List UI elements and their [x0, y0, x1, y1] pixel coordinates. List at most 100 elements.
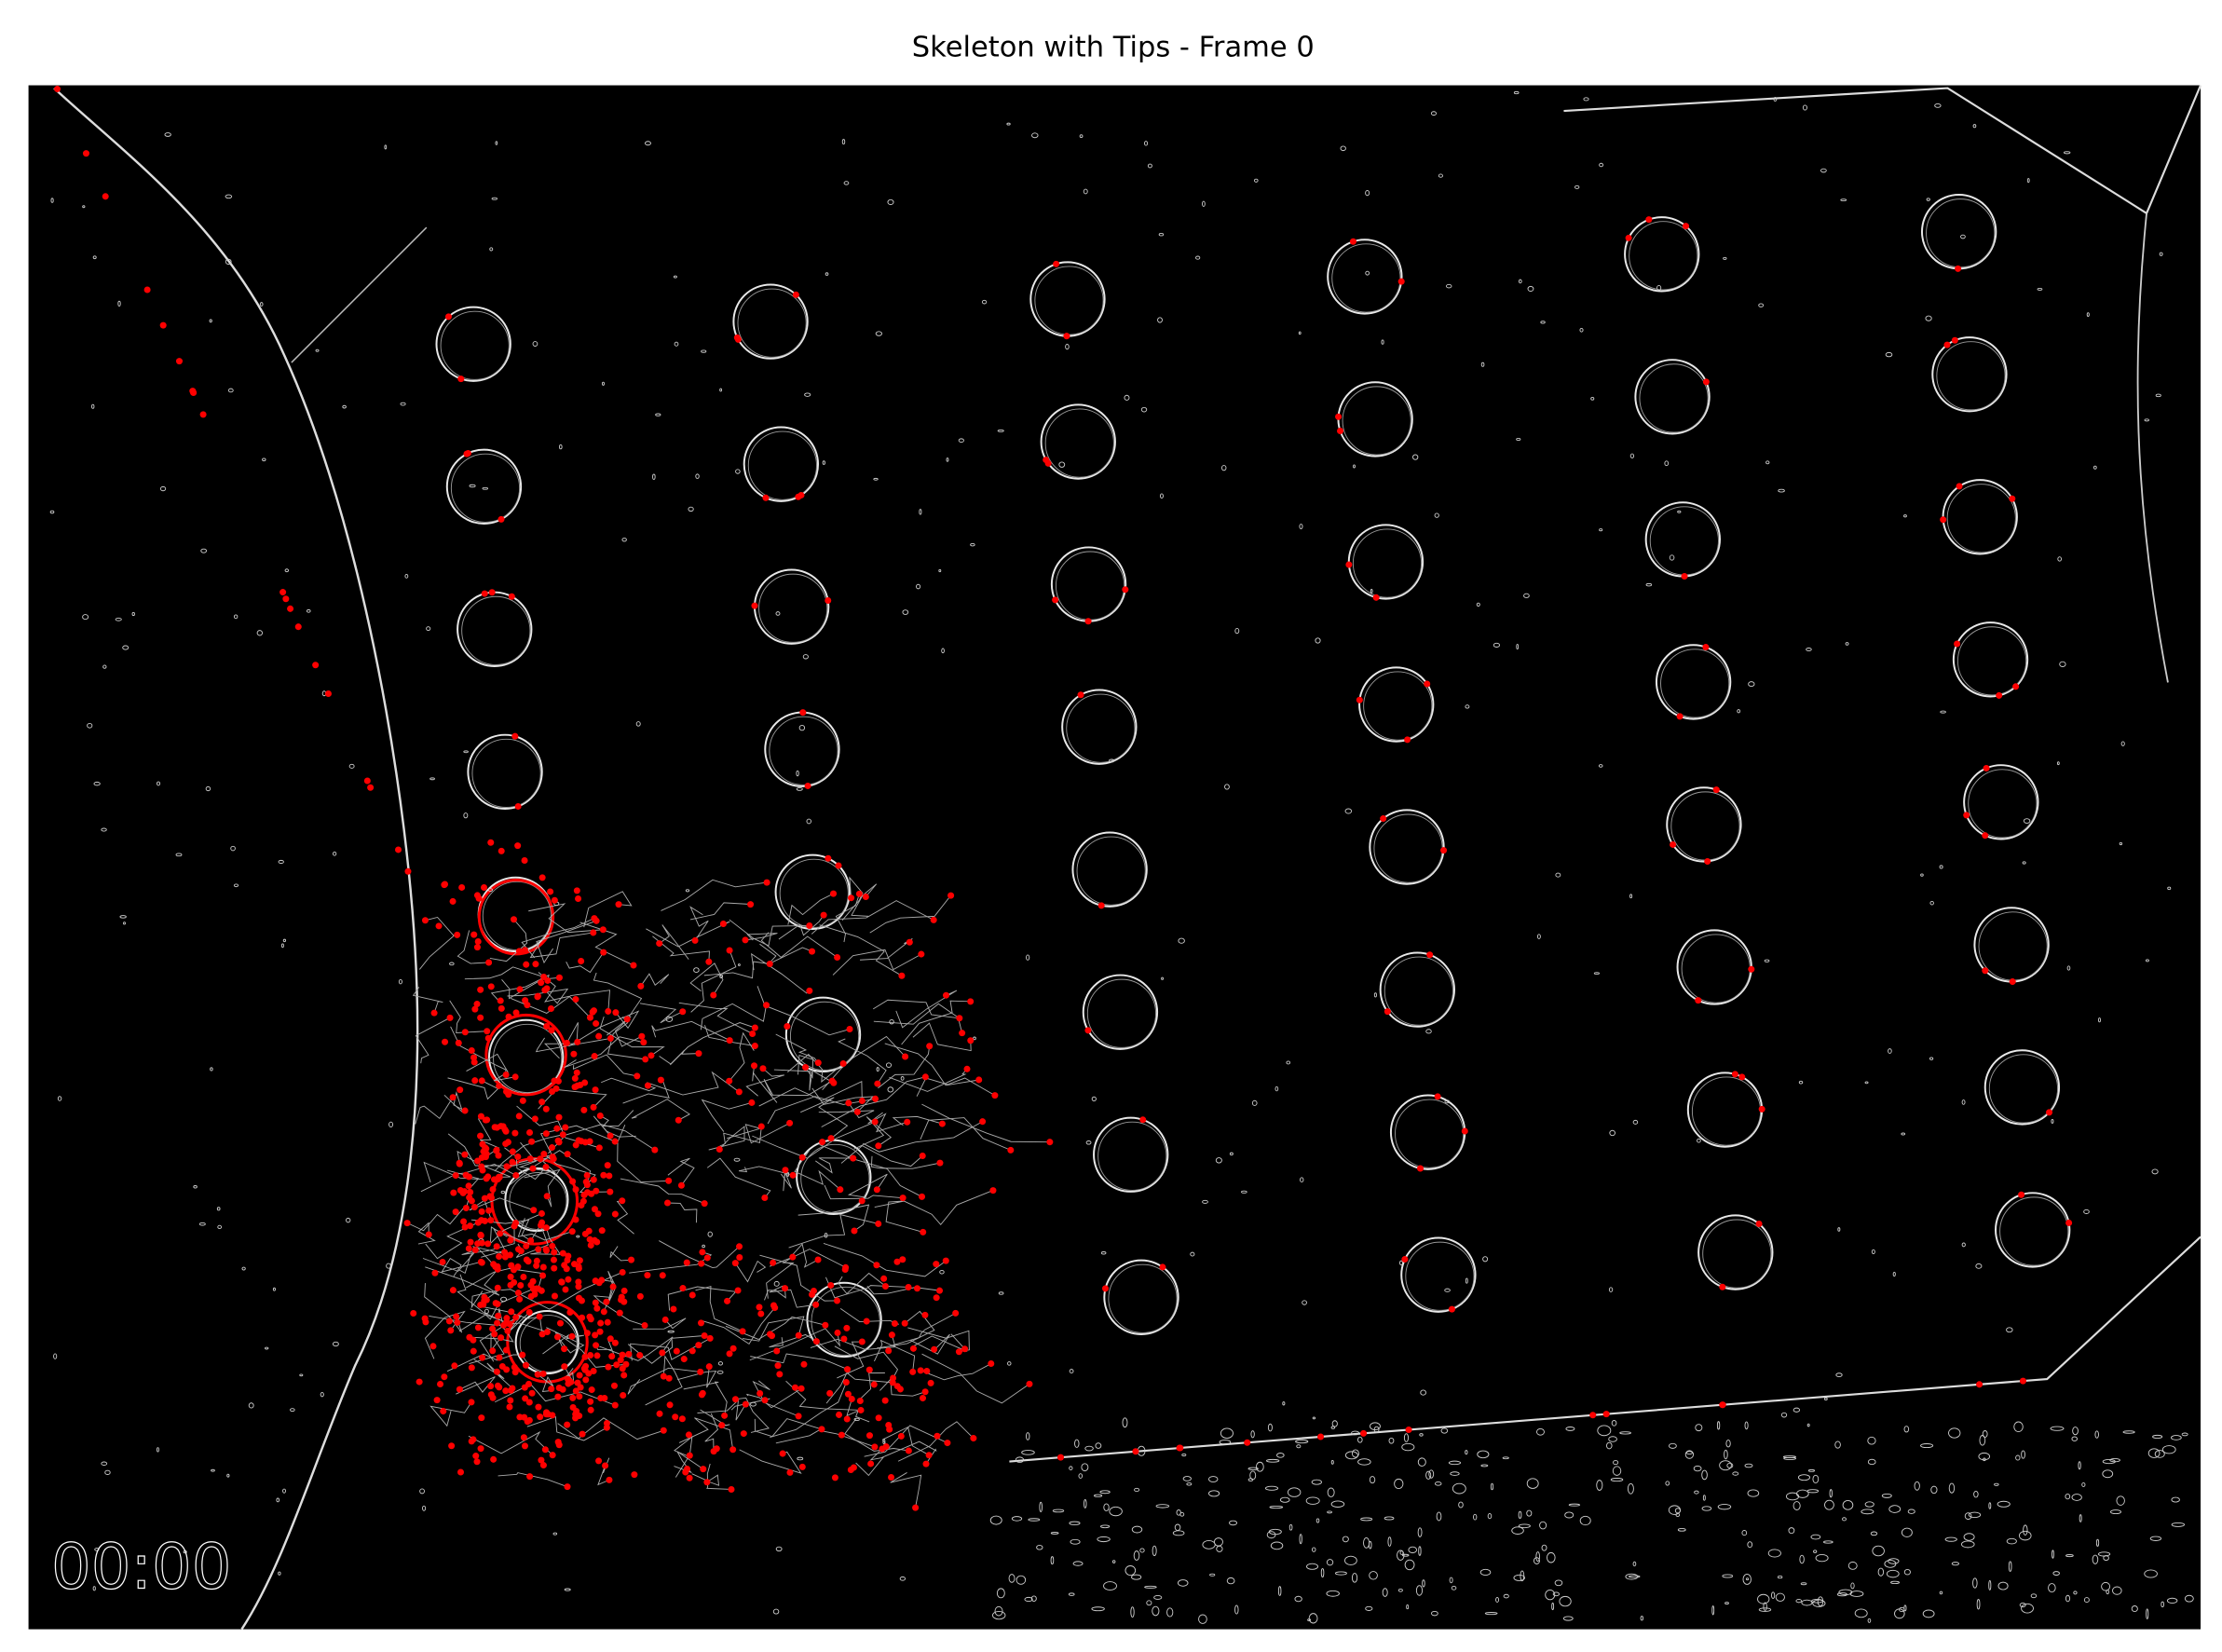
tip	[592, 1086, 599, 1094]
speck	[256, 630, 264, 636]
skeleton-branch	[466, 1268, 544, 1290]
speck	[82, 205, 86, 209]
tip	[478, 1208, 485, 1215]
tip	[1401, 1256, 1409, 1263]
speck	[1465, 704, 1470, 709]
tip	[478, 1077, 485, 1085]
well	[1061, 689, 1138, 765]
speck	[1079, 134, 1084, 138]
skeleton-branch	[480, 1305, 543, 1335]
skeleton-branch	[518, 1141, 557, 1173]
speck	[131, 611, 135, 617]
tip	[919, 1152, 926, 1160]
skeleton-branch	[758, 1080, 863, 1107]
skeleton-branch	[458, 1288, 534, 1332]
tip	[433, 1397, 441, 1404]
speck	[342, 404, 347, 409]
tip	[474, 937, 482, 945]
skeleton-branch	[690, 949, 737, 1013]
speck	[1327, 1510, 1332, 1514]
speck	[1495, 1597, 1500, 1603]
speck	[1701, 1506, 1712, 1511]
speck	[1100, 1251, 1107, 1255]
skeleton-branch	[912, 1333, 968, 1352]
timestamp: 00:00	[51, 1531, 231, 1604]
speck	[115, 617, 122, 621]
tip	[802, 1064, 810, 1072]
skeleton-branch	[832, 949, 922, 976]
speck	[665, 1016, 674, 1022]
speck	[1724, 1449, 1728, 1460]
tip	[784, 1022, 791, 1031]
tip	[716, 1146, 723, 1154]
well	[1697, 1214, 1774, 1290]
skeleton-branch	[716, 1126, 762, 1148]
tip	[437, 1380, 444, 1388]
well-inner	[519, 1315, 578, 1373]
speck	[1606, 1441, 1613, 1450]
speck	[1744, 1421, 1749, 1430]
well	[1369, 809, 1445, 885]
speck	[1182, 1476, 1192, 1481]
tip	[891, 1320, 898, 1328]
well-inner	[450, 453, 521, 523]
skeleton-branch	[844, 1418, 909, 1452]
speck	[1608, 1287, 1614, 1292]
tip	[471, 1077, 479, 1085]
tip	[512, 1314, 520, 1321]
tip	[520, 1274, 527, 1281]
tip	[619, 1197, 626, 1205]
speck	[1108, 758, 1115, 763]
tip	[873, 1262, 880, 1269]
skeleton-branch	[760, 932, 838, 959]
speck	[1973, 1490, 1979, 1498]
skeleton-branch	[892, 1312, 956, 1346]
speck	[1920, 873, 1924, 877]
tip	[468, 1364, 475, 1372]
speck	[1559, 1595, 1572, 1607]
tip	[522, 1361, 530, 1369]
tip	[703, 1254, 711, 1262]
tip	[657, 1076, 664, 1084]
speck	[1899, 1606, 1905, 1613]
speck	[2092, 1554, 2099, 1564]
tip	[594, 1210, 602, 1218]
speck	[2065, 1493, 2071, 1500]
tip	[1417, 1165, 1425, 1172]
tip	[538, 979, 545, 987]
speck	[1629, 894, 1633, 899]
tip	[498, 1362, 506, 1370]
tip	[559, 1249, 566, 1257]
tip	[731, 1260, 739, 1267]
speck	[1326, 1559, 1334, 1566]
speck	[1948, 1482, 1956, 1494]
tip	[514, 1263, 522, 1271]
tip	[439, 1258, 446, 1265]
tip	[1951, 336, 1958, 344]
tip	[776, 1371, 784, 1378]
ring	[484, 1013, 567, 1097]
tip	[523, 1242, 530, 1249]
tip	[786, 1119, 794, 1126]
speck	[1226, 1577, 1235, 1585]
tip	[478, 1259, 485, 1266]
speck	[2018, 1530, 2032, 1541]
skeleton-branch	[415, 1097, 454, 1125]
speck	[652, 473, 656, 480]
speck	[2057, 556, 2063, 562]
speck	[1907, 1509, 1915, 1514]
tip	[159, 321, 167, 329]
tip	[421, 917, 429, 924]
speck	[1961, 1099, 1966, 1105]
tip	[749, 1030, 757, 1037]
speck	[772, 1608, 780, 1615]
tip	[615, 901, 622, 908]
speck	[688, 506, 694, 512]
speck	[882, 1439, 886, 1445]
skeleton-branch	[703, 1025, 756, 1046]
tip	[856, 1398, 864, 1405]
tip	[548, 1027, 555, 1034]
tip	[526, 1473, 534, 1481]
tip	[600, 1171, 607, 1179]
